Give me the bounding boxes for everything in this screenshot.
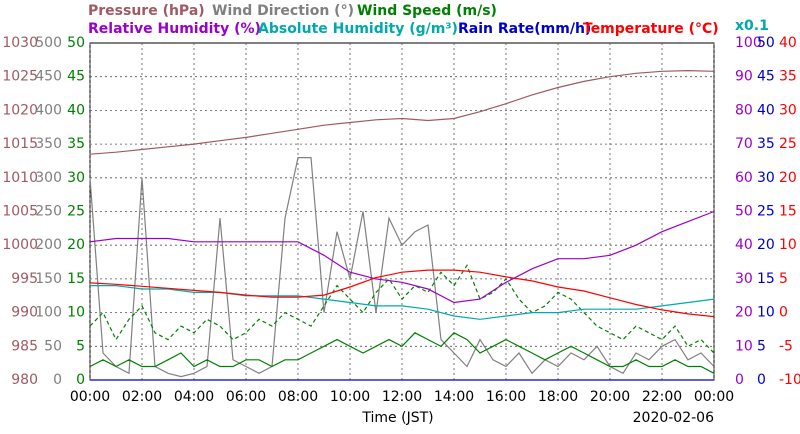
y-tick-label: 1000 (2, 237, 38, 253)
y-tick-label: 15 (779, 204, 797, 220)
y-tick-label: 500 (35, 35, 62, 51)
y-tick-label: 40 (735, 237, 753, 253)
y-tick-label: 1005 (2, 204, 38, 220)
y-tick-label: 1030 (2, 35, 38, 51)
y-tick-label: 50 (67, 35, 85, 51)
y-tick-label: 30 (735, 271, 753, 287)
series-line (89, 332, 715, 374)
x-tick-label: 10:00 (330, 389, 370, 405)
y-tick-label: 400 (35, 102, 62, 118)
x-tick-label: 20:00 (590, 389, 630, 405)
y-tick-label: 25 (779, 136, 797, 152)
x-tick-label: 08:00 (278, 389, 318, 405)
date-label: 2020-02-06 (633, 410, 714, 426)
y-tick-label: 20 (757, 237, 775, 253)
y-tick-label: 20 (735, 305, 753, 321)
y-tick-label: -10 (779, 372, 800, 388)
y-tick-label: 70 (735, 136, 753, 152)
y-tick-label: 45 (67, 69, 85, 85)
x-tick-label: 14:00 (434, 389, 474, 405)
y-tick-label: 35 (779, 69, 797, 85)
series-line (89, 264, 715, 354)
y-tick-label: -5 (779, 338, 793, 354)
y-tick-label: 200 (35, 237, 62, 253)
y-tick-label: 5 (757, 338, 766, 354)
x-tick-label: 16:00 (486, 389, 526, 405)
y-tick-label: 10 (67, 305, 85, 321)
y-tick-label: 0 (53, 372, 62, 388)
y-tick-label: 1015 (2, 136, 38, 152)
y-tick-label: 25 (67, 204, 85, 220)
legend-entry: Absolute Humidity (g/m³) (258, 21, 458, 37)
y-tick-label: 50 (735, 204, 753, 220)
x-tick-label: 00:00 (70, 389, 110, 405)
y-tick-label: 1025 (2, 69, 38, 85)
x-tick-label: 04:00 (174, 389, 214, 405)
y-tick-label: 30 (757, 170, 775, 186)
legend-entry: Rain Rate(mm/h) (458, 21, 591, 37)
legend-entry: Wind Speed (m/s) (357, 3, 497, 19)
series-line (90, 285, 715, 320)
x-tick-label: 02:00 (122, 389, 162, 405)
y-tick-label: 35 (757, 136, 775, 152)
y-tick-label: 980 (11, 372, 38, 388)
y-tick-label: 0 (76, 372, 85, 388)
y-tick-label: 20 (67, 237, 85, 253)
series-line (89, 69, 715, 155)
x-tick-label: 06:00 (226, 389, 266, 405)
y-tick-label: 0 (735, 372, 744, 388)
x-tick-label: 18:00 (538, 389, 578, 405)
y-tick-label: 40 (779, 35, 797, 51)
y-tick-label: 40 (67, 102, 85, 118)
y-tick-label: 45 (757, 69, 775, 85)
y-tick-label: 10 (735, 338, 753, 354)
y-tick-label: 50 (757, 35, 775, 51)
y-tick-label: 100 (35, 305, 62, 321)
y-tick-label: 30 (779, 102, 797, 118)
series-line (89, 210, 715, 304)
legend-entry: Temperature (°C) (583, 21, 719, 37)
y-tick-label: 1010 (2, 170, 38, 186)
y-tick-label: 60 (735, 170, 753, 186)
y-tick-label: 250 (35, 204, 62, 220)
y-tick-label: 15 (757, 271, 775, 287)
y-tick-label: 35 (67, 136, 85, 152)
legend-entry: Pressure (hPa) (88, 3, 205, 19)
y-tick-label: 995 (11, 271, 38, 287)
y-tick-label: 50 (44, 338, 62, 354)
y-tick-label: 100 (735, 35, 762, 51)
y-tick-label: 10 (779, 237, 797, 253)
y-tick-label: 90 (735, 69, 753, 85)
legend-entry: Relative Humidity (%) (88, 21, 261, 37)
axis-note: x0.1 (735, 18, 769, 34)
y-tick-label: 0 (779, 305, 788, 321)
y-tick-label: 5 (779, 271, 788, 287)
y-tick-label: 40 (757, 102, 775, 118)
y-tick-label: 1020 (2, 102, 38, 118)
y-tick-label: 25 (757, 204, 775, 220)
y-tick-label: 985 (11, 338, 38, 354)
y-tick-label: 80 (735, 102, 753, 118)
series-line (89, 269, 715, 318)
x-tick-label: 00:00 (694, 389, 734, 405)
y-tick-label: 150 (35, 271, 62, 287)
y-tick-label: 300 (35, 170, 62, 186)
x-tick-label: 22:00 (642, 389, 682, 405)
y-tick-label: 990 (11, 305, 38, 321)
legend-entry: Wind Direction (°) (212, 3, 354, 19)
y-tick-label: 450 (35, 69, 62, 85)
y-tick-label: 350 (35, 136, 62, 152)
y-tick-label: 15 (67, 271, 85, 287)
x-axis-label: Time (JST) (361, 410, 433, 426)
y-tick-label: 10 (757, 305, 775, 321)
y-tick-label: 5 (76, 338, 85, 354)
y-tick-label: 0 (757, 372, 766, 388)
x-tick-label: 12:00 (382, 389, 422, 405)
y-tick-label: 20 (779, 170, 797, 186)
y-tick-label: 30 (67, 170, 85, 186)
